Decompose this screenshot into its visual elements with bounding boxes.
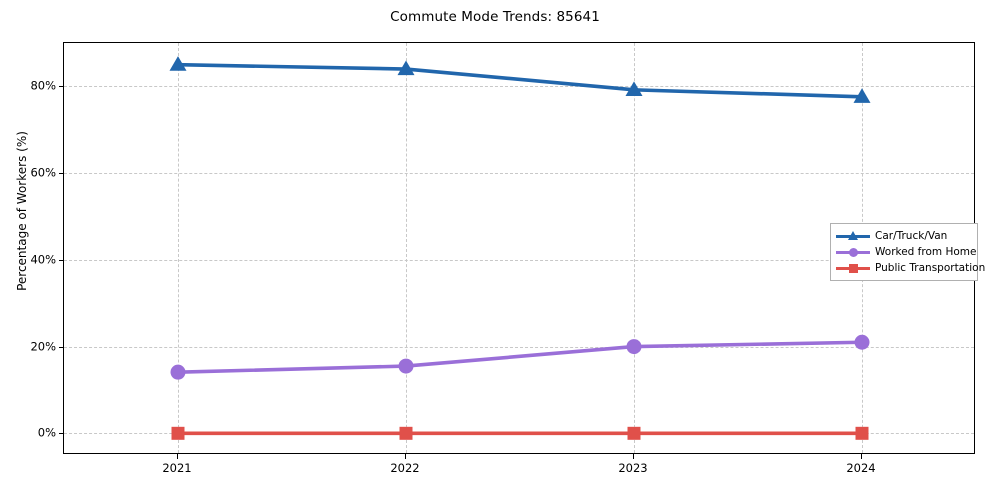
x-tick-label: 2024 bbox=[846, 461, 876, 475]
chart-legend: Car/Truck/Van Worked from Home Public Tran… bbox=[830, 223, 985, 281]
series-line bbox=[176, 340, 864, 374]
y-axis-label: Percentage of Workers (%) bbox=[15, 131, 29, 291]
x-axis-ticks: 2021 2022 2023 2024 bbox=[63, 454, 975, 488]
x-tick-mark bbox=[861, 454, 862, 459]
y-tick-mark bbox=[59, 173, 64, 175]
plot-inner bbox=[64, 43, 974, 453]
legend-label: Worked from Home bbox=[875, 245, 977, 258]
data-point bbox=[626, 339, 642, 355]
y-tick-label: 60% bbox=[30, 165, 56, 180]
y-tick-label: 80% bbox=[30, 78, 56, 93]
x-tick-mark bbox=[405, 454, 406, 459]
x-tick-label: 2022 bbox=[390, 461, 420, 475]
chart-title: Commute Mode Trends: 85641 bbox=[390, 9, 600, 25]
data-point bbox=[854, 334, 870, 350]
gridline-horizontal bbox=[64, 346, 974, 348]
legend-marker-triangle-icon bbox=[848, 231, 858, 240]
y-tick-mark bbox=[59, 86, 64, 88]
x-tick-mark bbox=[633, 454, 634, 459]
data-point bbox=[171, 426, 185, 440]
legend-label: Car/Truck/Van bbox=[875, 229, 948, 242]
series-2 bbox=[170, 334, 870, 380]
y-tick-label: 0% bbox=[37, 425, 56, 440]
y-tick-mark bbox=[59, 259, 64, 261]
legend-swatch bbox=[836, 261, 870, 275]
gridline-horizontal bbox=[64, 173, 974, 175]
gridline-vertical bbox=[634, 43, 635, 453]
data-point bbox=[855, 426, 869, 440]
y-tick-mark bbox=[59, 433, 64, 435]
legend-item[interactable]: Car/Truck/Van bbox=[836, 228, 971, 244]
y-tick-mark bbox=[59, 346, 64, 348]
y-tick-label: 20% bbox=[30, 338, 56, 353]
legend-marker-circle-icon bbox=[848, 247, 858, 257]
legend-swatch bbox=[836, 245, 870, 259]
legend-marker-square-icon bbox=[848, 263, 858, 273]
data-point bbox=[170, 364, 186, 380]
data-point bbox=[853, 88, 871, 103]
plot-area: 0% 20% 40% 60% 80% bbox=[30, 42, 975, 454]
data-point bbox=[397, 60, 415, 76]
gridline-vertical bbox=[178, 43, 179, 453]
data-point bbox=[169, 56, 187, 71]
gridline-horizontal bbox=[64, 259, 974, 261]
legend-swatch bbox=[836, 229, 870, 243]
data-point bbox=[398, 358, 414, 374]
legend-item[interactable]: Public Transportation bbox=[836, 260, 985, 276]
series-1 bbox=[169, 56, 871, 103]
legend-item[interactable]: Worked from Home bbox=[836, 244, 976, 260]
series-line bbox=[176, 62, 864, 99]
data-point bbox=[625, 81, 643, 96]
x-tick-label: 2021 bbox=[162, 461, 192, 475]
series-3 bbox=[171, 426, 869, 440]
data-point bbox=[399, 426, 413, 440]
gridline-vertical bbox=[406, 43, 407, 453]
series-layer bbox=[169, 56, 871, 440]
y-tick-label: 40% bbox=[30, 252, 56, 267]
data-point bbox=[627, 426, 641, 440]
legend-label: Public Transportation bbox=[875, 261, 986, 274]
gridline-horizontal bbox=[64, 86, 974, 88]
x-tick-mark bbox=[177, 454, 178, 459]
x-tick-label: 2023 bbox=[618, 461, 648, 475]
